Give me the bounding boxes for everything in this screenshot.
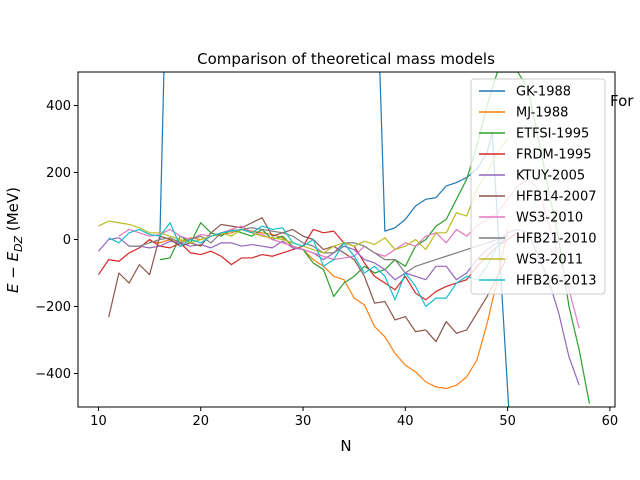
stray-text: For [610,92,634,110]
y-tick-label: 0 [63,233,71,248]
series-line-hfb14-2007 [108,217,509,343]
x-tick-label: 10 [90,414,107,429]
x-tick-label: 60 [602,414,619,429]
legend-label: HFB26-2013 [516,274,597,289]
legend-label: ETFSI-1995 [516,127,589,142]
series-line-hfb26-2013 [108,222,509,308]
legend-label: WS3-2010 [516,211,583,226]
y-tick-label: −400 [35,367,71,382]
y-tick-label: 200 [46,166,71,181]
y-axis-label-unit: (MeV) [4,187,22,236]
legend-label: FRDM-1995 [516,148,592,163]
chart-title: Comparison of theoretical mass models [197,50,495,68]
legend: GK-1988 MJ-1988 ETFSI-1995 FRDM-1995 KTUY-20… [470,78,606,295]
legend-label: HFB21-2010 [516,232,597,247]
x-tick-label: 50 [499,414,516,429]
legend-label: KTUY-2005 [516,169,585,184]
y-axis-label-subscript: DZ [12,235,25,251]
y-axis-label-main: E − E [4,251,22,293]
tick-layer: 10 20 30 40 50 60 −400 −200 0 200 400 [35,99,618,429]
x-tick-label: 40 [397,414,414,429]
series-line-hfb21-2010 [129,227,508,274]
legend-label: HFB14-2007 [516,190,597,205]
y-axis-label: E − EDZ (MeV) [4,187,25,293]
legend-label: GK-1988 [516,85,571,100]
x-axis-label: N [340,437,351,455]
x-tick-label: 20 [192,414,209,429]
legend-label: MJ-1988 [516,106,568,121]
x-tick-label: 30 [295,414,312,429]
series-line-frdm-1995 [97,228,519,301]
y-tick-label: 400 [46,99,71,114]
y-tick-label: −200 [35,300,71,315]
legend-label: WS3-2011 [516,253,583,268]
